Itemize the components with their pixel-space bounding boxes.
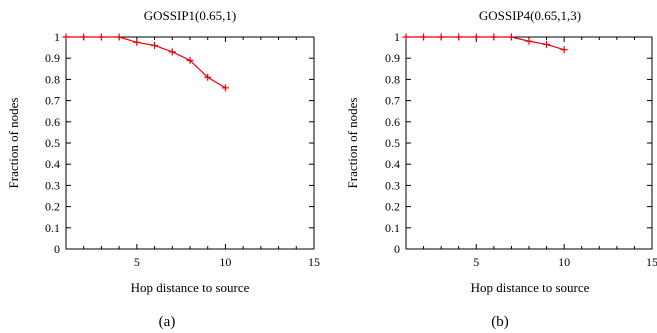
data-point-b (560, 46, 568, 54)
y-tick-label-a: 0 (54, 242, 60, 256)
data-point-a (168, 48, 176, 56)
data-point-b (420, 33, 428, 41)
data-point-b (525, 37, 533, 45)
series-line-a (66, 36, 226, 89)
chart-title-b: GOSSIP4(0.65,1,3) (479, 8, 581, 23)
data-point-b (472, 33, 480, 41)
panel-a: GOSSIP1(0.65,1) 0 0.1 0.2 0.3 0.4 0.5 0.6 0.7 0.… (6, 8, 320, 330)
y-tick-label-a: 0.8 (45, 72, 60, 86)
x-axis-label-a: Hop distance to source (131, 280, 250, 295)
data-point-a (80, 33, 88, 41)
plot-area-b: 00.10.20.30.40.50.60.70.80.915 10 15 (385, 30, 657, 269)
data-point-a (221, 84, 229, 92)
plot-area-a: 00.10.20.30.40.50.60.70.80.915 10 15 (45, 30, 320, 269)
plot-frame-b (405, 36, 653, 250)
data-point-b (402, 33, 410, 41)
plot-frame-a (65, 36, 315, 250)
y-tick-label-a: 0.2 (45, 200, 60, 214)
chart-title-a: GOSSIP1(0.65,1) (144, 8, 236, 23)
data-point-b (490, 33, 498, 41)
caption-b: (b) (491, 314, 509, 330)
data-point-b (543, 40, 551, 48)
y-tick-label-b: 0.8 (385, 72, 400, 86)
x-tick-label-b: 15 (646, 255, 657, 269)
data-point-b (507, 33, 515, 41)
y-tick-label-a: 0.4 (45, 157, 60, 171)
y-tick-label-a: 0.3 (45, 178, 60, 192)
y-axis-label-a: Fraction of nodes (6, 98, 21, 189)
y-tick-label-b: 0.5 (385, 136, 400, 150)
x-tick-label-a: 15 (308, 255, 320, 269)
y-tick-label-a: 0.7 (45, 94, 60, 108)
data-point-a (133, 38, 141, 46)
y-tick-label-a: 0.9 (45, 51, 60, 65)
data-point-b (455, 33, 463, 41)
x-tick-label-a: 5 (134, 255, 140, 269)
y-tick-label-b: 0.6 (385, 115, 400, 129)
y-tick-label-b: 0.3 (385, 178, 400, 192)
data-point-a (151, 41, 159, 49)
data-point-a (62, 33, 70, 41)
y-tick-label-b: 0 (394, 242, 400, 256)
y-tick-label-a: 0.5 (45, 136, 60, 150)
y-tick-label-b: 0.2 (385, 200, 400, 214)
caption-a: (a) (159, 314, 176, 330)
y-axis-label-b: Fraction of nodes (345, 98, 360, 189)
y-tick-label-a: 1 (54, 30, 60, 44)
y-tick-label-b: 0.7 (385, 94, 400, 108)
panel-b: GOSSIP4(0.65,1,3) 0 0.1 0.2 0.3 0.4 0.5 0.6 0.7… (345, 8, 657, 330)
y-tick-label-b: 0.4 (385, 157, 400, 171)
y-tick-label-a: 0.1 (45, 221, 60, 235)
x-tick-label-b: 10 (558, 255, 570, 269)
x-tick-label-a: 10 (219, 255, 231, 269)
data-point-a (186, 56, 194, 64)
x-tick-label-b: 5 (473, 255, 479, 269)
series-line-b (406, 36, 565, 51)
data-point-b (437, 33, 445, 41)
y-tick-label-a: 0.6 (45, 115, 60, 129)
data-point-a (115, 33, 123, 41)
y-tick-label-b: 1 (394, 30, 400, 44)
data-point-a (204, 73, 212, 81)
y-tick-label-b: 0.9 (385, 51, 400, 65)
data-point-a (97, 33, 105, 41)
y-tick-label-b: 0.1 (385, 221, 400, 235)
x-axis-label-b: Hop distance to source (471, 280, 590, 295)
